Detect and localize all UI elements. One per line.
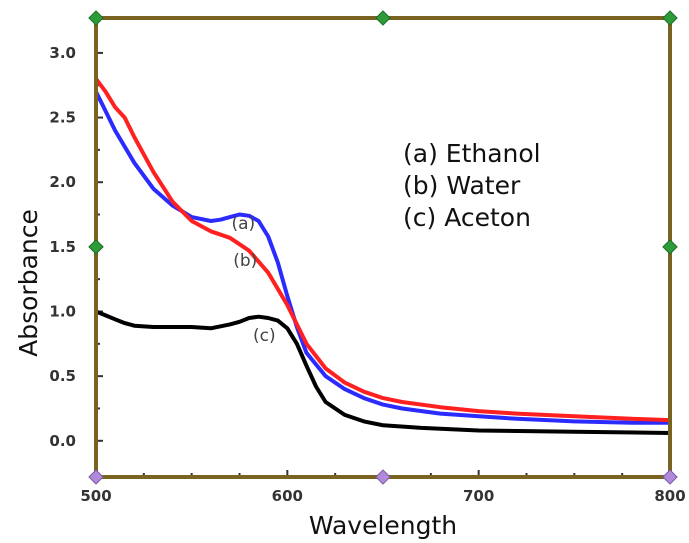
legend-entry-aceton: (c) Aceton	[403, 203, 531, 232]
tick-marks	[95, 51, 671, 477]
curve-labels: (a) (b) (c)	[231, 214, 275, 346]
x-axis-title: Wavelength	[309, 511, 457, 540]
y-tick-label: 0.0	[49, 432, 76, 450]
frame-handle	[662, 10, 678, 26]
y-tick-label: 1.5	[49, 238, 76, 256]
curve-label: (b)	[233, 251, 257, 271]
curve-label: (c)	[253, 326, 276, 346]
curve-label: (a)	[231, 214, 255, 234]
frame-handle	[375, 10, 391, 26]
x-tick-label: 500	[80, 487, 111, 505]
y-tick-label: 0.5	[49, 367, 76, 385]
y-tick-label: 1.0	[49, 303, 76, 321]
frame-handle	[375, 469, 391, 485]
frame-handle	[662, 469, 678, 485]
legend: (a) Ethanol (b) Water (c) Aceton	[403, 139, 541, 232]
x-tick-label: 700	[463, 487, 494, 505]
frame-handle	[88, 239, 104, 255]
tick-labels: 0.0 0.5 1.0 1.5 2.0 2.5 3.0 500 600 700 800	[49, 44, 685, 505]
plot-frame	[94, 16, 672, 479]
frame-handles	[88, 10, 678, 485]
frame-handle	[88, 10, 104, 26]
y-tick-label: 2.0	[49, 173, 76, 191]
series-line-bwater	[94, 76, 672, 423]
legend-entry-water: (b) Water	[403, 171, 521, 200]
y-axis-title: Absorbance	[14, 209, 43, 357]
y-tick-label: 2.5	[49, 109, 76, 127]
x-tick-label: 800	[654, 487, 685, 505]
series-lines	[94, 76, 672, 435]
series-line-caceton	[94, 309, 672, 435]
series-line-aethanol	[94, 89, 672, 425]
x-tick-label: 600	[272, 487, 303, 505]
frame-handle	[88, 469, 104, 485]
legend-entry-ethanol: (a) Ethanol	[403, 139, 541, 168]
y-tick-label: 3.0	[49, 44, 76, 62]
frame-handle	[662, 239, 678, 255]
